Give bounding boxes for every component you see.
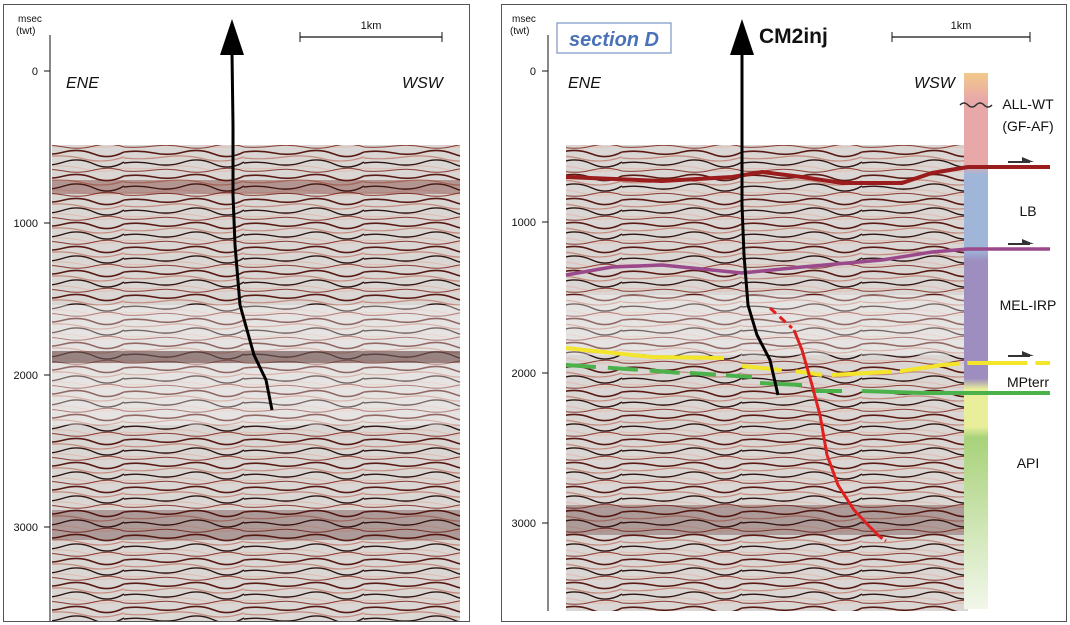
scale-bar-right: 1km — [891, 20, 1031, 42]
tick-label-2000: 2000 — [14, 370, 38, 382]
unit-label-all-wt: ALL-WT — [1002, 96, 1054, 112]
unit-label-api: API — [1017, 455, 1040, 471]
horizon-top-mel — [565, 247, 1050, 277]
well-label: CM2inj — [759, 25, 828, 48]
seismic-image-interpreted — [566, 145, 968, 611]
well-trajectory — [220, 19, 274, 411]
direction-left-right: ENE — [568, 75, 601, 92]
axis-unit-msec: msec — [18, 14, 42, 25]
unit-label-mpterr: MPterr — [1007, 374, 1049, 390]
horizon-top-api-e — [861, 389, 1050, 395]
tick-label-2000-right: 2000 — [512, 368, 536, 380]
well-arrow-icon-right — [730, 19, 754, 55]
seismic-svg-left: msec (twt) 0 1000 2000 3000 1km ENE WSW — [14, 14, 460, 621]
horizon-top-mpterr-b — [741, 364, 823, 377]
unit-label-gf-af: (GF-AF) — [1002, 118, 1053, 134]
unit-label-lb: LB — [1019, 203, 1036, 219]
horizon-top-mpterr-c — [831, 361, 1050, 377]
unit-labels: ALL-WT (GF-AF) LB MEL-IRP MPterr API — [1000, 96, 1057, 471]
section-label: section D — [569, 29, 659, 51]
well-arrow-icon — [220, 19, 244, 55]
tick-label-3000-right: 3000 — [512, 518, 536, 530]
fault — [768, 306, 887, 543]
tick-label-3000: 3000 — [14, 522, 38, 534]
scale-bar-label: 1km — [361, 20, 382, 32]
tick-label-0-right: 0 — [530, 66, 536, 78]
horizon-top-lb — [565, 165, 1050, 185]
scale-bar: 1km — [299, 20, 443, 42]
section-label-box: section D — [556, 22, 672, 54]
half-arrow-icon — [1008, 239, 1034, 245]
seismic-svg-right: msec (twt) 0 1000 2000 3000 section D CM… — [510, 14, 1057, 611]
tick-label-0: 0 — [32, 66, 38, 78]
direction-right: WSW — [402, 75, 445, 92]
horizon-top-api-c — [759, 381, 803, 387]
seismic-panel-interpreted: msec (twt) 0 1000 2000 3000 section D CM… — [501, 4, 1067, 622]
axis-unit-msec-right: msec — [512, 14, 536, 25]
stratigraphic-column — [964, 73, 988, 609]
seismic-panel-uninterpreted: msec (twt) 0 1000 2000 3000 1km ENE WSW — [3, 4, 470, 622]
tick-label-1000: 1000 — [14, 218, 38, 230]
seismic-image — [52, 145, 460, 621]
axis-unit-twt-right: (twt) — [510, 26, 529, 37]
half-arrow-icon — [1008, 351, 1034, 357]
unconformity-icon — [959, 102, 993, 108]
boundary-arrows — [1008, 157, 1034, 357]
half-arrow-icon — [1008, 157, 1034, 163]
horizon-top-api-b — [689, 371, 753, 379]
unit-label-mel-irp: MEL-IRP — [1000, 297, 1057, 313]
axis-unit-twt: (twt) — [16, 26, 35, 37]
axis-ticks-right: 0 1000 2000 3000 — [512, 66, 548, 530]
axis-ticks: 0 1000 2000 3000 — [14, 66, 50, 534]
direction-right-right: WSW — [914, 75, 957, 92]
well-trajectory-right — [730, 19, 780, 396]
tick-label-1000-right: 1000 — [512, 217, 536, 229]
horizons — [565, 165, 1050, 395]
direction-left: ENE — [66, 75, 99, 92]
horizon-top-api-a — [565, 363, 683, 375]
horizon-top-mpterr-a — [565, 346, 725, 360]
scale-bar-label-right: 1km — [951, 20, 972, 32]
